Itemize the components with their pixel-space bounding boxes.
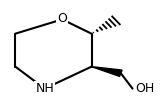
Text: OH: OH (136, 82, 155, 95)
Text: NH: NH (35, 82, 54, 95)
Text: O: O (57, 12, 67, 25)
Polygon shape (92, 67, 122, 76)
